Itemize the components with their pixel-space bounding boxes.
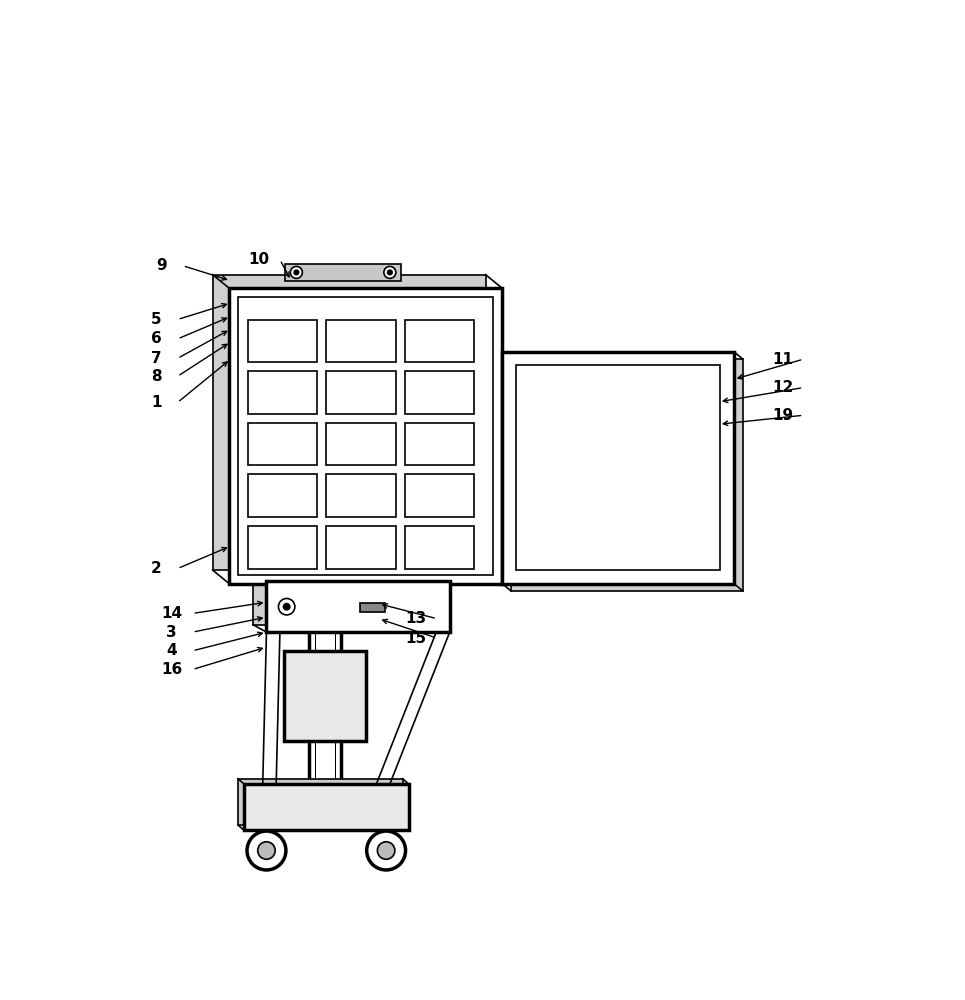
Text: 12: 12 xyxy=(772,380,793,395)
Circle shape xyxy=(290,266,302,278)
Bar xyxy=(405,526,475,569)
Text: 14: 14 xyxy=(161,606,182,621)
Bar xyxy=(284,651,366,741)
Bar xyxy=(248,371,317,414)
Bar xyxy=(253,574,436,625)
Bar xyxy=(238,779,402,825)
Bar xyxy=(286,264,401,281)
Bar xyxy=(248,320,317,362)
Bar xyxy=(229,288,502,584)
Bar xyxy=(360,603,385,612)
Text: 5: 5 xyxy=(152,312,162,327)
Text: 9: 9 xyxy=(156,258,167,273)
Text: 15: 15 xyxy=(405,631,427,646)
Circle shape xyxy=(279,598,295,615)
Bar xyxy=(326,526,396,569)
Bar xyxy=(212,275,485,570)
Bar xyxy=(405,371,475,414)
Bar xyxy=(238,297,493,575)
Bar xyxy=(248,423,317,465)
Circle shape xyxy=(388,270,392,275)
Bar xyxy=(405,423,475,465)
Bar xyxy=(502,352,734,584)
Bar xyxy=(405,474,475,517)
Bar xyxy=(515,365,721,570)
Bar xyxy=(511,359,743,591)
Bar xyxy=(326,423,396,465)
Bar xyxy=(248,526,317,569)
Text: 19: 19 xyxy=(772,408,793,423)
Bar xyxy=(326,320,396,362)
Bar xyxy=(244,784,408,830)
Text: 6: 6 xyxy=(152,331,162,346)
Bar xyxy=(326,371,396,414)
Text: 16: 16 xyxy=(161,662,182,677)
Bar xyxy=(326,474,396,517)
Circle shape xyxy=(294,270,298,275)
Bar xyxy=(248,474,317,517)
Circle shape xyxy=(377,842,395,859)
Text: 13: 13 xyxy=(405,611,427,626)
Circle shape xyxy=(367,831,405,870)
Circle shape xyxy=(284,604,290,610)
Text: 1: 1 xyxy=(152,395,162,410)
Text: 7: 7 xyxy=(152,351,162,366)
Text: 10: 10 xyxy=(248,252,269,267)
Bar xyxy=(405,320,475,362)
Circle shape xyxy=(258,842,275,859)
Bar xyxy=(266,581,450,632)
Text: 4: 4 xyxy=(166,643,177,658)
Circle shape xyxy=(247,831,286,870)
Text: 11: 11 xyxy=(772,352,793,367)
Text: 3: 3 xyxy=(166,625,177,640)
Text: 2: 2 xyxy=(152,561,162,576)
Circle shape xyxy=(384,266,396,278)
Text: 8: 8 xyxy=(152,369,162,384)
